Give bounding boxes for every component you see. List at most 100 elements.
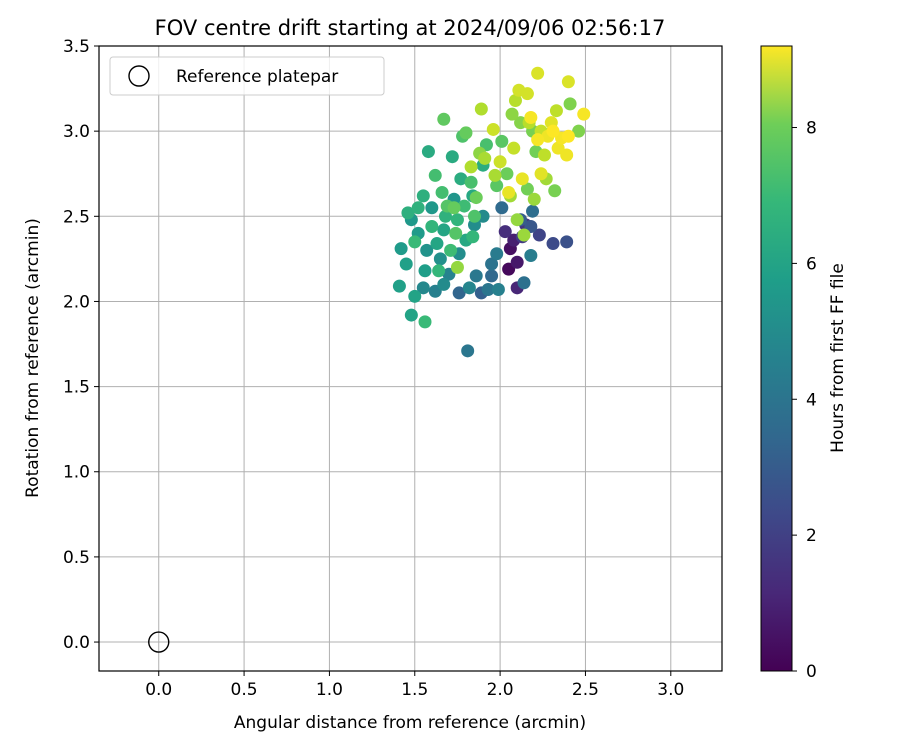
scatter-point [520, 182, 534, 196]
y-tick-label: 1.5 [63, 378, 90, 398]
scatter-point [404, 308, 418, 322]
y-tick-label: 2.0 [63, 292, 90, 312]
reference-platepar-marker [148, 631, 170, 653]
scatter-point [546, 237, 560, 251]
scatter-point [495, 201, 509, 215]
y-axis-label: Rotation from reference (arcmin) [23, 218, 43, 498]
colorbar-tick-label: 4 [806, 390, 817, 410]
scatter-point [449, 226, 463, 240]
colorbar-tick-label: 0 [806, 662, 817, 682]
scatter-point [394, 242, 408, 256]
scatter-point [469, 191, 483, 205]
scatter-point [411, 201, 425, 215]
scatter-point [450, 213, 464, 227]
scatter-point [450, 260, 464, 274]
scatter-point [433, 252, 447, 266]
legend-reference-marker [128, 65, 150, 87]
scatter-point [474, 102, 488, 116]
scatter-point [418, 264, 432, 278]
chart-title: FOV centre drift starting at 2024/09/06 … [155, 16, 666, 40]
scatter-point [560, 148, 574, 162]
scatter-point [505, 107, 519, 121]
scatter-point [527, 192, 541, 206]
legend-box [109, 56, 385, 96]
scatter-point [485, 257, 499, 271]
scatter-point [548, 184, 562, 198]
scatter-point [572, 124, 586, 138]
scatter-point [454, 172, 468, 186]
scatter-point [445, 150, 459, 164]
scatter-point [531, 133, 545, 147]
scatter-point [416, 189, 430, 203]
legend-reference-label: Reference platepar [176, 67, 338, 87]
colorbar-gradient [760, 45, 793, 672]
scatter-point [490, 247, 504, 261]
colorbar-ticks: 0 2 4 6 8 [792, 119, 817, 682]
x-axis-ticks: 0.0 0.5 1.0 1.5 2.0 2.5 3.0 [145, 671, 684, 700]
scatter-point [507, 141, 521, 155]
scatter-point [493, 155, 507, 169]
scatter-point [508, 93, 522, 107]
scatter-point [524, 111, 538, 125]
x-tick-label: 2.0 [487, 680, 514, 700]
scatter-point [466, 230, 480, 244]
scatter-point [468, 209, 482, 223]
scatter-point [432, 264, 446, 278]
scatter-point [517, 228, 531, 242]
scatter-point [464, 160, 478, 174]
scatter-points [148, 66, 591, 653]
scatter-point [526, 204, 540, 218]
scatter-point [444, 243, 458, 257]
x-tick-label: 2.5 [572, 680, 599, 700]
scatter-point [478, 151, 492, 165]
y-tick-label: 1.0 [63, 463, 90, 483]
colorbar-tick-label: 6 [806, 254, 817, 274]
scatter-point [560, 235, 574, 249]
scatter-point [510, 255, 524, 269]
scatter-point [515, 172, 529, 186]
y-tick-label: 3.0 [63, 122, 90, 142]
scatter-point [461, 344, 475, 358]
scatter-point [561, 129, 575, 143]
scatter-point [437, 277, 451, 291]
scatter-point [491, 283, 505, 297]
scatter-point [408, 235, 422, 249]
colorbar-label: Hours from first FF file [828, 263, 848, 453]
scatter-point [510, 213, 524, 227]
scatter-point [462, 281, 476, 295]
scatter-point [392, 279, 406, 293]
scatter-point [464, 175, 478, 189]
scatter-point [488, 168, 502, 182]
scatter-point [563, 97, 577, 111]
scatter-point [498, 225, 512, 239]
scatter-point [520, 87, 534, 101]
scatter-point [561, 75, 575, 89]
scatter-point [532, 228, 546, 242]
legend: Reference platepar [109, 56, 385, 96]
grid [99, 45, 722, 671]
scatter-point [500, 167, 514, 181]
scatter-point [459, 126, 473, 140]
scatter-point [420, 243, 434, 257]
scatter-point [401, 206, 415, 220]
scatter-point [447, 201, 461, 215]
scatter-point [457, 199, 471, 213]
scatter-point [486, 122, 500, 136]
y-tick-label: 2.5 [63, 207, 90, 227]
scatter-point [537, 148, 551, 162]
scatter-point [481, 283, 495, 297]
scatter-point [435, 185, 449, 199]
scatter-point [490, 179, 504, 193]
colorbar: 0 2 4 6 8 Hours from first FF file [760, 45, 848, 682]
scatter-point [577, 107, 591, 121]
scatter-point [437, 223, 451, 237]
scatter-point [430, 237, 444, 251]
x-tick-label: 0.5 [231, 680, 258, 700]
scatter-point [549, 104, 563, 118]
x-axis-label: Angular distance from reference (arcmin) [234, 713, 586, 733]
scatter-point [418, 315, 432, 329]
scatter-point [425, 220, 439, 234]
scatter-point [469, 269, 483, 283]
scatter-point [531, 66, 545, 80]
